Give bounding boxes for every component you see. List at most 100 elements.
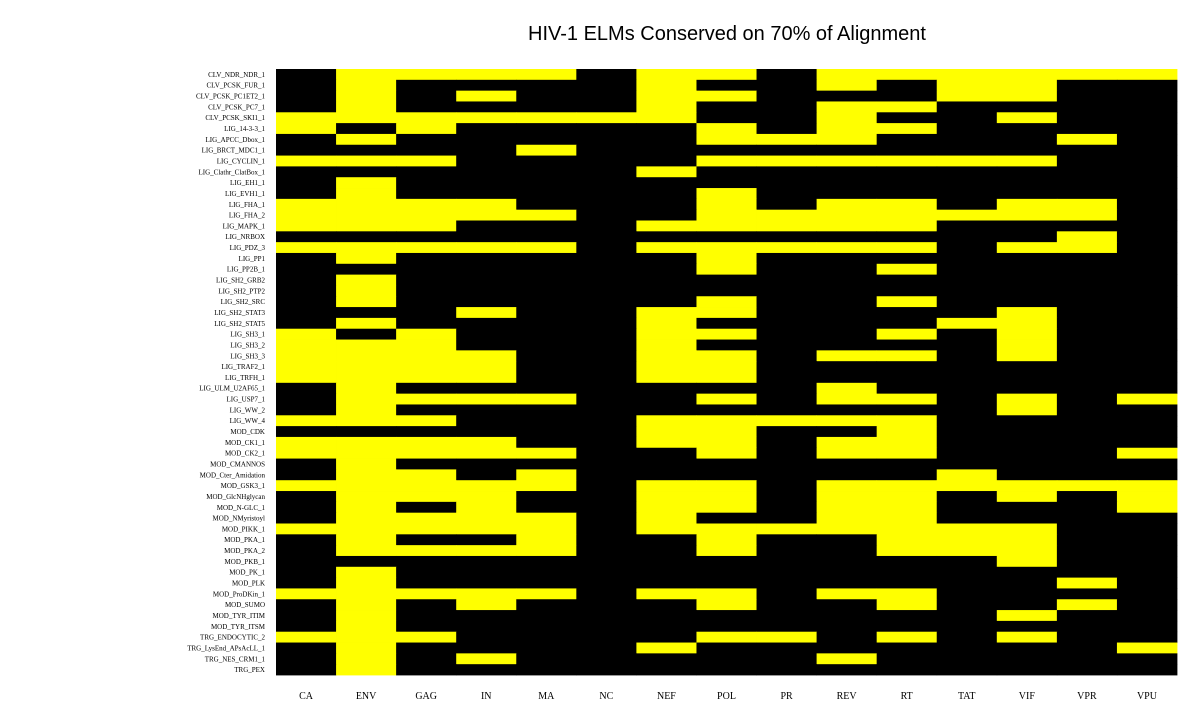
heatmap-cell bbox=[1056, 447, 1118, 459]
heatmap-cell bbox=[696, 372, 757, 384]
heatmap-cell bbox=[636, 328, 697, 340]
heatmap-cell bbox=[636, 480, 697, 492]
heatmap-cell bbox=[336, 577, 397, 589]
heatmap-cell bbox=[816, 231, 878, 243]
heatmap-cell bbox=[396, 90, 457, 102]
heatmap-cell bbox=[1116, 620, 1178, 633]
heatmap-cell bbox=[756, 79, 817, 92]
heatmap-cell bbox=[576, 372, 637, 384]
heatmap-cell bbox=[456, 231, 517, 243]
heatmap-cell bbox=[456, 545, 517, 557]
heatmap-cell bbox=[336, 664, 397, 676]
heatmap-cell bbox=[636, 166, 697, 178]
heatmap-cell bbox=[336, 112, 397, 124]
heatmap-cell bbox=[396, 209, 457, 221]
heatmap-cell bbox=[276, 317, 337, 330]
heatmap-cell bbox=[576, 404, 637, 416]
heatmap-cell bbox=[1116, 534, 1178, 546]
heatmap-cell bbox=[1116, 209, 1178, 221]
heatmap-cell bbox=[996, 588, 1058, 600]
row-label: MOD_CMANNOS bbox=[210, 460, 265, 468]
heatmap-cell bbox=[876, 523, 938, 535]
heatmap-cell bbox=[396, 588, 457, 600]
heatmap-cell bbox=[336, 469, 397, 481]
heatmap-cell bbox=[516, 372, 577, 384]
heatmap-cell bbox=[936, 664, 998, 676]
heatmap-cell bbox=[996, 599, 1058, 611]
heatmap-cell bbox=[336, 188, 397, 200]
heatmap-cell bbox=[576, 263, 637, 276]
heatmap-cell bbox=[1056, 480, 1118, 492]
heatmap-cell bbox=[696, 177, 757, 189]
heatmap-cell bbox=[696, 350, 757, 362]
heatmap-cell bbox=[756, 393, 817, 405]
heatmap-cell bbox=[276, 469, 337, 481]
heatmap-cell bbox=[516, 404, 577, 416]
heatmap-cell bbox=[936, 404, 998, 416]
heatmap-cell bbox=[756, 415, 817, 427]
heatmap-cell bbox=[576, 188, 637, 200]
heatmap-cell bbox=[336, 123, 397, 135]
heatmap-cell bbox=[456, 393, 517, 405]
row-label: LIG_EVH1_1 bbox=[225, 190, 266, 198]
heatmap-cell bbox=[816, 198, 878, 211]
heatmap-cell bbox=[276, 664, 337, 676]
heatmap-cell bbox=[1056, 69, 1118, 81]
heatmap-cell bbox=[756, 155, 817, 167]
heatmap-cell bbox=[936, 469, 998, 481]
column-label: POL bbox=[717, 691, 736, 702]
heatmap-cell bbox=[516, 599, 577, 611]
heatmap-cell bbox=[696, 382, 757, 395]
heatmap-cell bbox=[936, 317, 998, 330]
heatmap-cell bbox=[1116, 177, 1178, 189]
heatmap-cell bbox=[1056, 252, 1118, 265]
heatmap-cell bbox=[576, 469, 637, 481]
heatmap-cell bbox=[1116, 426, 1178, 438]
heatmap-cell bbox=[336, 339, 397, 351]
heatmap-cell bbox=[756, 285, 817, 297]
heatmap-cell bbox=[396, 599, 457, 611]
heatmap-cell bbox=[1056, 404, 1118, 416]
heatmap-cell bbox=[816, 599, 878, 611]
heatmap-cell bbox=[696, 577, 757, 589]
heatmap-cell bbox=[576, 458, 637, 470]
heatmap-cell bbox=[1056, 123, 1118, 135]
heatmap-cell bbox=[876, 372, 938, 384]
row-label: LIG_PP1 bbox=[239, 255, 266, 263]
heatmap-cell bbox=[576, 393, 637, 405]
heatmap-cell bbox=[396, 415, 457, 427]
heatmap-cell bbox=[1116, 339, 1178, 351]
heatmap-cell bbox=[396, 491, 457, 503]
heatmap-cell bbox=[516, 631, 577, 643]
heatmap-cell bbox=[456, 491, 517, 503]
heatmap-cell bbox=[516, 231, 577, 243]
heatmap-cell bbox=[696, 404, 757, 416]
heatmap-cell bbox=[396, 242, 457, 254]
heatmap-cell bbox=[1056, 133, 1118, 146]
heatmap-cell bbox=[576, 144, 637, 156]
heatmap-cell bbox=[696, 112, 757, 124]
row-label: TRG_LysEnd_APsAcLL_1 bbox=[187, 644, 265, 652]
heatmap-cell bbox=[696, 436, 757, 449]
heatmap-cell bbox=[996, 144, 1058, 156]
heatmap-cell bbox=[936, 642, 998, 654]
heatmap-cell bbox=[636, 577, 697, 589]
heatmap-cell bbox=[696, 480, 757, 492]
heatmap-cell bbox=[996, 350, 1058, 362]
heatmap-cell bbox=[816, 404, 878, 416]
heatmap-cell bbox=[756, 198, 817, 211]
heatmap-cell bbox=[696, 328, 757, 340]
heatmap-cell bbox=[456, 166, 517, 178]
heatmap-cell bbox=[996, 545, 1058, 557]
heatmap-cell bbox=[456, 620, 517, 633]
heatmap-cell bbox=[456, 664, 517, 676]
heatmap-cell bbox=[456, 252, 517, 265]
column-label: ENV bbox=[356, 691, 377, 702]
heatmap-cell bbox=[1116, 155, 1178, 167]
heatmap-cell bbox=[696, 69, 757, 81]
heatmap-cell bbox=[696, 642, 757, 654]
heatmap-cell bbox=[1116, 415, 1178, 427]
heatmap-cell bbox=[996, 653, 1058, 665]
heatmap-cell bbox=[576, 566, 637, 579]
heatmap-cell bbox=[516, 588, 577, 600]
